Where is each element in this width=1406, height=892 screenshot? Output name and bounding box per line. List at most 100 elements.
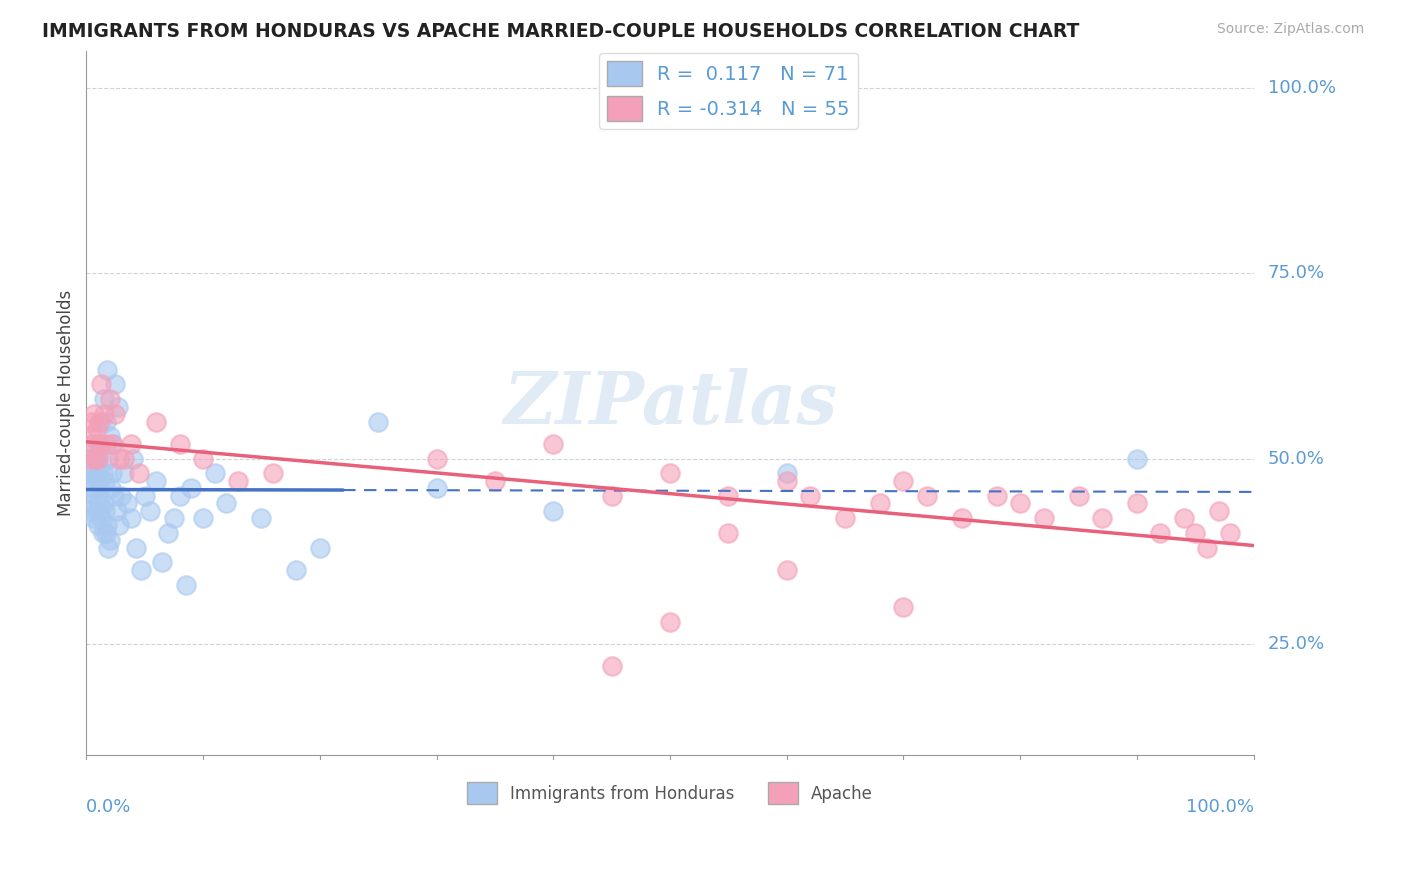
Point <box>1091 511 1114 525</box>
Point <box>776 467 799 481</box>
Point <box>90 511 112 525</box>
Point <box>799 489 821 503</box>
Text: 75.0%: 75.0% <box>1268 264 1324 282</box>
Point <box>89 496 111 510</box>
Point <box>112 451 135 466</box>
Point <box>107 400 129 414</box>
Point <box>776 563 799 577</box>
Point <box>1195 541 1218 555</box>
Point <box>1032 511 1054 525</box>
Point <box>120 437 142 451</box>
Point <box>108 451 131 466</box>
Point <box>191 511 214 525</box>
Point <box>112 467 135 481</box>
Point <box>89 444 111 458</box>
Point <box>425 451 447 466</box>
Point <box>104 377 127 392</box>
Point <box>105 503 128 517</box>
Point <box>93 496 115 510</box>
Point <box>125 541 148 555</box>
Point <box>97 451 120 466</box>
Point <box>191 451 214 466</box>
Point <box>83 467 105 481</box>
Point <box>262 467 284 481</box>
Point <box>169 437 191 451</box>
Point <box>83 407 105 421</box>
Point <box>600 489 623 503</box>
Point <box>215 496 238 510</box>
Point <box>108 518 131 533</box>
Point <box>122 451 145 466</box>
Point <box>834 511 856 525</box>
Text: Source: ZipAtlas.com: Source: ZipAtlas.com <box>1216 22 1364 37</box>
Point <box>1173 511 1195 525</box>
Point <box>204 467 226 481</box>
Point <box>776 474 799 488</box>
Point <box>82 415 104 429</box>
Point <box>82 481 104 495</box>
Point <box>94 437 117 451</box>
Point <box>150 556 173 570</box>
Point <box>1126 496 1149 510</box>
Point <box>94 503 117 517</box>
Y-axis label: Married-couple Households: Married-couple Households <box>58 290 75 516</box>
Point <box>79 503 101 517</box>
Point <box>120 511 142 525</box>
Point <box>285 563 308 577</box>
Point <box>90 377 112 392</box>
Point <box>659 467 682 481</box>
Point <box>869 496 891 510</box>
Point <box>484 474 506 488</box>
Text: 100.0%: 100.0% <box>1185 797 1254 815</box>
Point <box>87 451 110 466</box>
Point <box>367 415 389 429</box>
Point <box>1010 496 1032 510</box>
Point <box>103 489 125 503</box>
Point <box>893 474 915 488</box>
Text: 100.0%: 100.0% <box>1268 78 1336 96</box>
Point <box>129 563 152 577</box>
Point <box>86 503 108 517</box>
Text: ZIPatlas: ZIPatlas <box>503 368 837 439</box>
Point <box>101 467 124 481</box>
Point <box>94 415 117 429</box>
Point <box>1067 489 1090 503</box>
Point <box>94 474 117 488</box>
Point <box>98 533 121 548</box>
Point <box>80 429 103 443</box>
Point <box>145 474 167 488</box>
Point <box>115 496 138 510</box>
Point <box>86 474 108 488</box>
Point <box>104 407 127 421</box>
Point <box>77 474 100 488</box>
Text: IMMIGRANTS FROM HONDURAS VS APACHE MARRIED-COUPLE HOUSEHOLDS CORRELATION CHART: IMMIGRANTS FROM HONDURAS VS APACHE MARRI… <box>42 22 1080 41</box>
Point <box>84 451 107 466</box>
Point <box>96 518 118 533</box>
Point <box>950 511 973 525</box>
Point <box>541 437 564 451</box>
Point <box>986 489 1008 503</box>
Point <box>110 489 132 503</box>
Point <box>139 503 162 517</box>
Point <box>100 481 122 495</box>
Point <box>425 481 447 495</box>
Point <box>1219 525 1241 540</box>
Point <box>79 451 101 466</box>
Point <box>1184 525 1206 540</box>
Text: 50.0%: 50.0% <box>1268 450 1324 467</box>
Point <box>82 496 104 510</box>
Point <box>128 467 150 481</box>
Point <box>96 362 118 376</box>
Point <box>145 415 167 429</box>
Point <box>156 525 179 540</box>
Point <box>87 467 110 481</box>
Text: 25.0%: 25.0% <box>1268 635 1324 653</box>
Point <box>89 481 111 495</box>
Point <box>101 437 124 451</box>
Point <box>91 525 114 540</box>
Point <box>717 525 740 540</box>
Point <box>893 599 915 614</box>
Point <box>134 489 156 503</box>
Point <box>174 578 197 592</box>
Point <box>308 541 330 555</box>
